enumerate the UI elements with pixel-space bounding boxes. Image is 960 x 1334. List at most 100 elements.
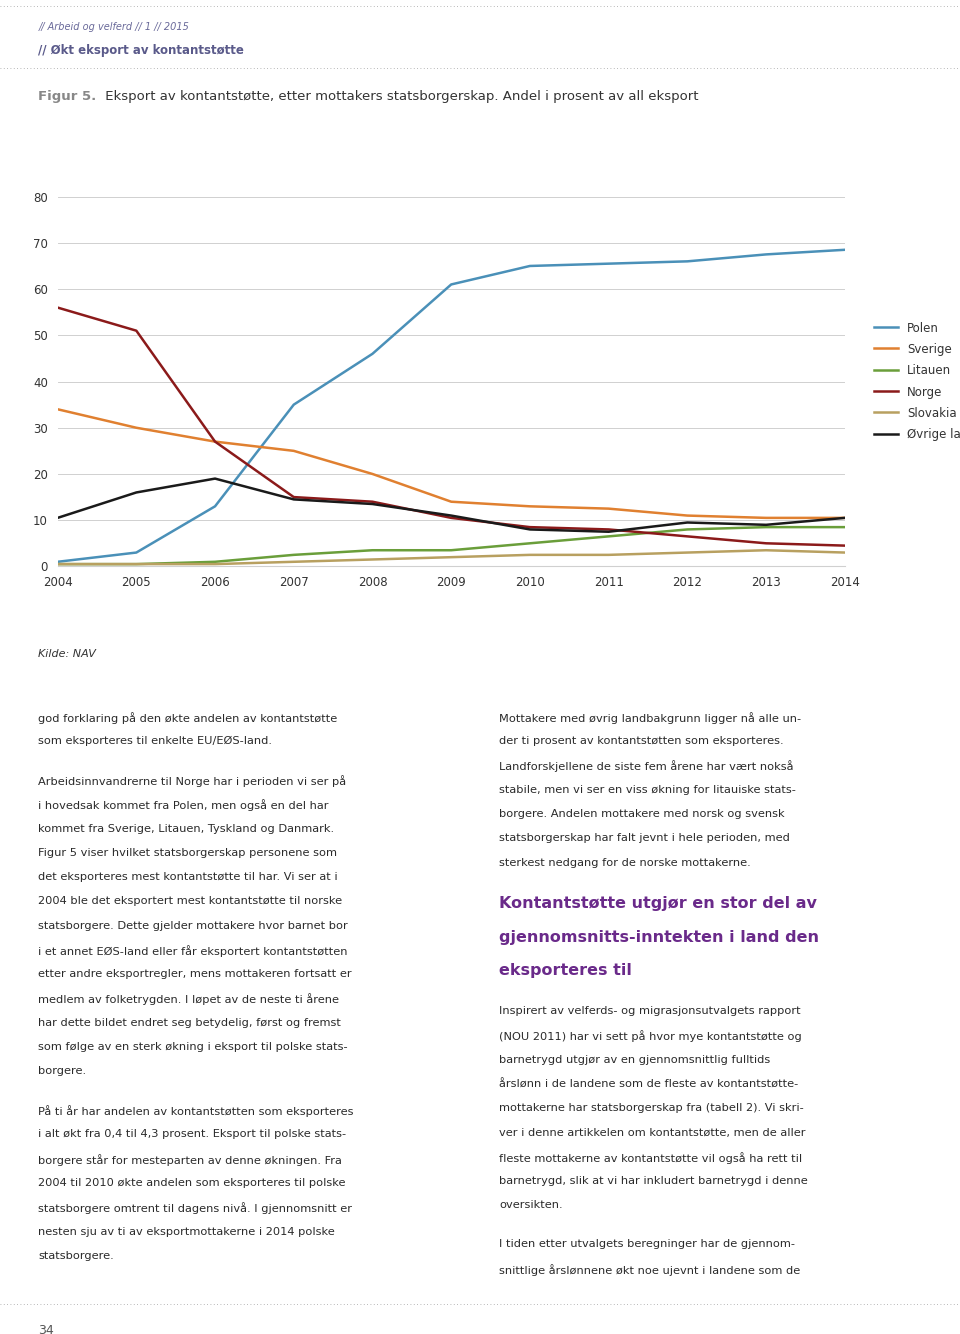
Text: god forklaring på den økte andelen av kontantstøtte: god forklaring på den økte andelen av ko… [38,712,338,724]
Litauen [603,528,614,544]
Polen [288,396,300,412]
Litauen [760,519,772,535]
Text: barnetrygd, slik at vi har inkludert barnetrygd i denne: barnetrygd, slik at vi har inkludert bar… [499,1177,808,1186]
Text: det eksporteres mest kontantstøtte til har. Vi ser at i: det eksporteres mest kontantstøtte til h… [38,872,338,882]
Text: Figur 5 viser hvilket statsborgerskap personene som: Figur 5 viser hvilket statsborgerskap pe… [38,848,337,858]
Text: ver i denne artikkelen om kontantstøtte, men de aller: ver i denne artikkelen om kontantstøtte,… [499,1127,805,1138]
Sverige [367,466,378,482]
Litauen [682,522,693,538]
Line: Sverige: Sverige [58,410,845,518]
Sverige [52,402,63,418]
Litauen [209,554,221,570]
Polen [445,276,457,292]
Slovakia [839,544,851,560]
Polen [209,499,221,515]
Text: årslønn i de landene som de fleste av kontantstøtte-: årslønn i de landene som de fleste av ko… [499,1079,799,1090]
Text: statsborgere omtrent til dagens nivå. I gjennomsnitt er: statsborgere omtrent til dagens nivå. I … [38,1202,352,1214]
Slovakia [682,544,693,560]
Øvrige land [131,484,142,500]
Slovakia [445,550,457,566]
Norge [445,510,457,526]
Text: snittlige årslønnene økt noe ujevnt i landene som de: snittlige årslønnene økt noe ujevnt i la… [499,1263,801,1275]
Text: Inspirert av velferds- og migrasjonsutvalgets rapport: Inspirert av velferds- og migrasjonsutva… [499,1006,801,1017]
Text: I tiden etter utvalgets beregninger har de gjennom-: I tiden etter utvalgets beregninger har … [499,1239,795,1250]
Text: Figur 5.: Figur 5. [38,91,97,103]
Text: På ti år har andelen av kontantstøtten som eksporteres: På ti år har andelen av kontantstøtten s… [38,1105,354,1117]
Text: har dette bildet endret seg betydelig, først og fremst: har dette bildet endret seg betydelig, f… [38,1018,341,1027]
Text: borgere.: borgere. [38,1066,86,1077]
Polen [52,554,63,570]
Øvrige land [445,507,457,523]
Sverige [445,494,457,510]
Litauen [445,542,457,558]
Øvrige land [367,496,378,512]
Text: (NOU 2011) har vi sett på hvor mye kontantstøtte og: (NOU 2011) har vi sett på hvor mye konta… [499,1031,802,1042]
Sverige [603,500,614,516]
Text: som eksporteres til enkelte EU/EØS-land.: som eksporteres til enkelte EU/EØS-land. [38,736,273,746]
Text: 2004 til 2010 økte andelen som eksporteres til polske: 2004 til 2010 økte andelen som eksporter… [38,1178,346,1189]
Norge [367,494,378,510]
Text: barnetrygd utgjør av en gjennomsnittlig fulltids: barnetrygd utgjør av en gjennomsnittlig … [499,1055,771,1065]
Slovakia [367,551,378,567]
Text: Landforskjellene de siste fem årene har vært nokså: Landforskjellene de siste fem årene har … [499,760,794,772]
Text: // Arbeid og velferd // 1 // 2015: // Arbeid og velferd // 1 // 2015 [38,21,189,32]
Text: 2004 ble det eksportert mest kontantstøtte til norske: 2004 ble det eksportert mest kontantstøt… [38,896,343,906]
Norge [131,323,142,339]
Slovakia [524,547,536,563]
Norge [209,434,221,450]
Text: eksporteres til: eksporteres til [499,963,632,978]
Norge [682,528,693,544]
Sverige [524,499,536,515]
Text: mottakerne har statsborgerskap fra (tabell 2). Vi skri-: mottakerne har statsborgerskap fra (tabe… [499,1103,804,1114]
Slovakia [209,556,221,572]
Polen [367,346,378,362]
Litauen [288,547,300,563]
Sverige [839,510,851,526]
Polen [760,247,772,263]
Norge [839,538,851,554]
Slovakia [760,542,772,558]
Slovakia [288,554,300,570]
Line: Polen: Polen [58,249,845,562]
Sverige [288,443,300,459]
Øvrige land [524,522,536,538]
Text: i alt økt fra 0,4 til 4,3 prosent. Eksport til polske stats-: i alt økt fra 0,4 til 4,3 prosent. Ekspo… [38,1130,347,1139]
Øvrige land [682,515,693,531]
Norge [603,522,614,538]
Text: Arbeidsinnvandrerne til Norge har i perioden vi ser på: Arbeidsinnvandrerne til Norge har i peri… [38,775,347,787]
Text: oversikten.: oversikten. [499,1201,563,1210]
Line: Litauen: Litauen [58,527,845,564]
Text: sterkest nedgang for de norske mottakerne.: sterkest nedgang for de norske mottakern… [499,858,751,867]
Litauen [52,556,63,572]
Litauen [839,519,851,535]
Øvrige land [288,491,300,507]
Text: som følge av en sterk økning i eksport til polske stats-: som følge av en sterk økning i eksport t… [38,1042,348,1053]
Text: statsborgere.: statsborgere. [38,1251,114,1261]
Slovakia [131,556,142,572]
Text: der ti prosent av kontantstøtten som eksporteres.: der ti prosent av kontantstøtten som eks… [499,736,783,746]
Text: Kontantstøtte utgjør en stor del av: Kontantstøtte utgjør en stor del av [499,896,817,911]
Norge [288,490,300,506]
Text: nesten sju av ti av eksportmottakerne i 2014 polske: nesten sju av ti av eksportmottakerne i … [38,1226,335,1237]
Slovakia [52,556,63,572]
Øvrige land [839,510,851,526]
Text: gjennomsnitts­inntekten i land den: gjennomsnitts­inntekten i land den [499,930,819,944]
Line: Øvrige land: Øvrige land [58,479,845,532]
Line: Slovakia: Slovakia [58,550,845,564]
Norge [52,300,63,316]
Øvrige land [209,471,221,487]
Text: etter andre eksportregler, mens mottakeren fortsatt er: etter andre eksportregler, mens mottaker… [38,970,352,979]
Text: borgere står for mesteparten av denne økningen. Fra: borgere står for mesteparten av denne øk… [38,1154,343,1166]
Text: statsborgerskap har falt jevnt i hele perioden, med: statsborgerskap har falt jevnt i hele pe… [499,834,790,843]
Øvrige land [760,516,772,532]
Text: i hovedsak kommet fra Polen, men også en del har: i hovedsak kommet fra Polen, men også en… [38,799,329,811]
Polen [603,256,614,272]
Slovakia [603,547,614,563]
Litauen [524,535,536,551]
Sverige [682,507,693,523]
Text: stabile, men vi ser en viss økning for litauiske stats-: stabile, men vi ser en viss økning for l… [499,784,796,795]
Text: Eksport av kontantstøtte, etter mottakers statsborgerskap. Andel i prosent av al: Eksport av kontantstøtte, etter mottaker… [101,91,698,103]
Sverige [131,420,142,436]
Text: 34: 34 [38,1323,54,1334]
Øvrige land [603,524,614,540]
